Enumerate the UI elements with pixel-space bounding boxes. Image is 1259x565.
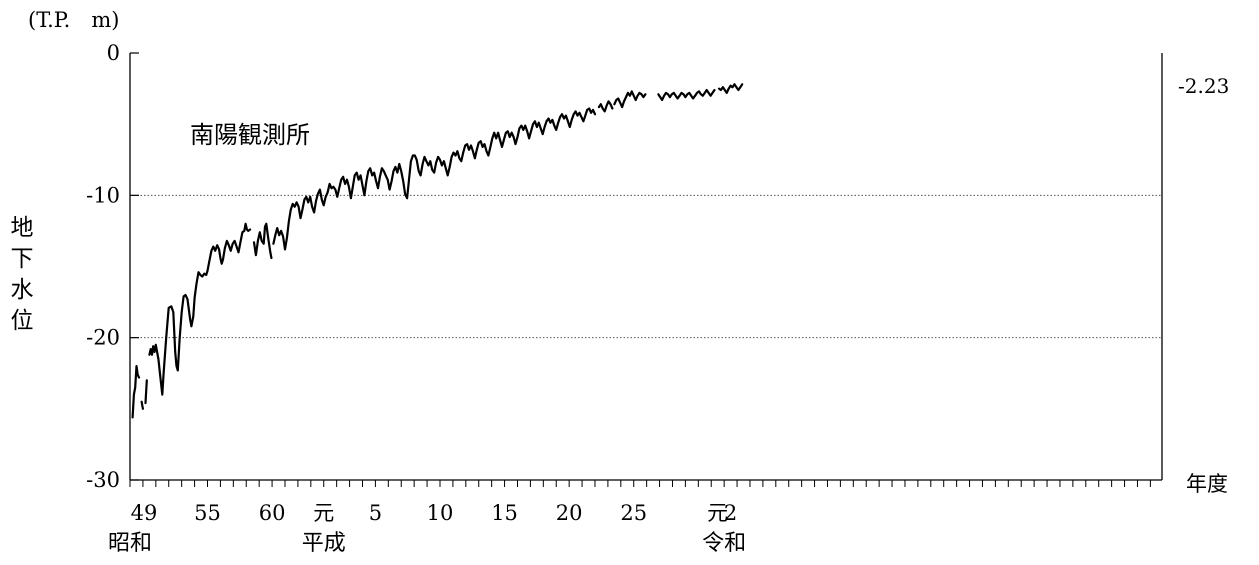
chart-title: 南陽観測所 [190,121,310,149]
x-axis-start-label: 49 [131,501,158,525]
latest-value-label: -2.23 [1178,74,1229,98]
series-layer [131,83,744,419]
x-tick-label: 25 [620,501,647,525]
series-line-segment [252,222,273,260]
x-tick-label: 60 [259,501,286,525]
labels-layer: (T.P. m) 南陽観測所 年度 49 -2.23 昭和 平成 令和 [28,8,1229,556]
x-tick-label: 20 [556,501,583,525]
series-line-segment [140,400,144,410]
x-tick-label: 元 [707,501,728,525]
y-axis-title-char: 位 [11,308,34,334]
grid-layer [130,194,1162,339]
series-line-segment [131,365,141,419]
unit-label: (T.P. m) [28,8,119,32]
y-tick-label: -30 [86,468,120,492]
y-tick-label: 0 [107,41,120,65]
era-label: 平成 [302,531,346,556]
era-label: 令和 [702,531,746,556]
axes-layer [129,53,1163,481]
x-tick-label: 5 [369,501,382,525]
series-line-segment [272,107,597,251]
x-tick-label: 10 [427,501,454,525]
x-axis-title: 年度 [1186,472,1228,496]
y-tick-label: -20 [86,326,120,350]
y-axis-title-char: 下 [11,246,34,272]
x-tick-label: 15 [491,501,518,525]
x-tick-label: 55 [194,501,221,525]
x-tick-label: 2 [724,501,737,525]
series-line-segment [148,222,252,396]
x-tick-label: 元 [313,501,334,525]
y-axis-title-char: 地 [11,215,34,241]
series-line-segment [144,379,148,405]
era-label: 昭和 [108,531,152,556]
y-axis-title-char: 水 [11,277,34,303]
series-line-segment [613,90,647,109]
y-tick-label: -10 [86,183,120,207]
series-line-segment [657,88,716,102]
series-line-segment [597,100,614,113]
series-line-segment [717,83,744,94]
